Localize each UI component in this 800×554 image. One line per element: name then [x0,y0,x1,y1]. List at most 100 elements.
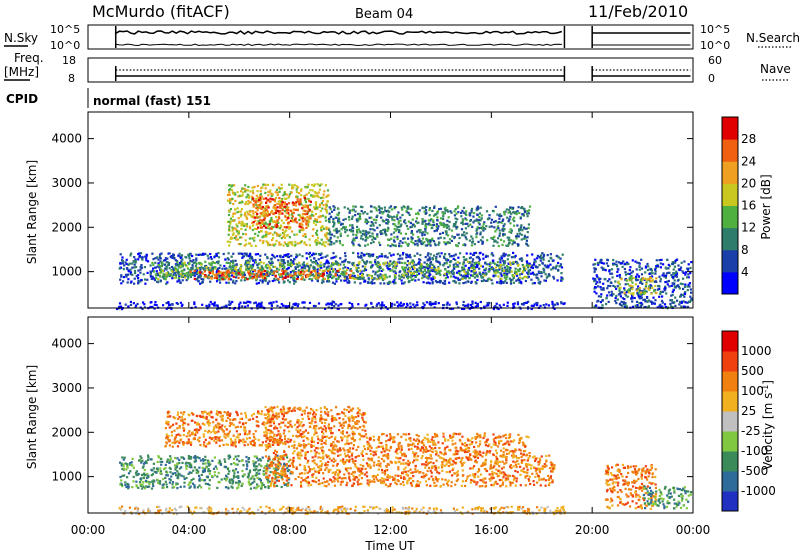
data-cell [264,213,267,216]
data-cell [229,222,232,225]
data-cell [197,261,200,264]
data-cell [325,195,328,198]
data-cell [498,217,501,220]
data-cell [285,203,289,206]
data-cell [427,223,430,226]
data-cell [253,480,256,483]
data-cell [597,263,600,266]
data-cell [307,217,310,220]
data-cell [318,242,322,245]
data-cell [497,237,500,240]
data-cell [275,196,278,200]
data-cell [157,258,160,261]
data-cell [340,302,343,306]
data-cell [219,277,222,280]
data-cell [530,307,533,310]
data-cell [268,213,271,216]
data-cell [296,274,299,277]
data-cell [236,211,239,214]
data-cell [401,213,404,217]
data-cell [246,210,249,213]
data-cell [235,263,238,266]
data-cell [125,275,128,278]
data-cell [308,301,312,304]
data-cell [230,274,234,277]
data-cell [343,273,346,276]
data-cell [505,281,508,284]
data-cell [133,256,136,259]
data-cell [121,260,125,263]
data-cell [400,245,403,248]
data-cell [199,253,202,256]
data-cell [315,259,318,262]
data-cell [636,278,639,281]
data-cell [298,273,301,276]
data-cell [437,280,440,283]
data-cell [316,239,319,242]
data-cell [137,486,140,489]
data-cell [454,281,458,284]
data-cell [351,230,354,233]
data-cell [394,267,397,270]
data-cell [283,226,286,229]
data-cell [637,306,640,309]
data-cell [249,272,252,275]
data-cell [187,271,190,274]
data-cell [472,215,475,218]
data-cell [247,269,250,273]
data-cell [259,239,262,242]
data-cell [656,288,659,291]
data-cell [502,240,506,243]
data-cell [484,227,487,231]
data-cell [447,270,450,273]
data-cell [358,215,361,218]
data-cell [683,295,686,298]
data-cell [378,206,381,210]
data-cell [368,216,371,219]
data-cell [392,266,395,269]
data-cell [557,268,560,272]
data-cell [274,207,277,210]
data-cell [465,232,468,235]
data-cell [406,302,409,305]
data-cell [215,467,219,470]
data-cell [457,211,460,214]
data-cell [231,469,235,472]
data-cell [679,300,682,304]
colorbar-tick-label: 28 [741,132,756,146]
data-cell [455,271,459,274]
data-cell [359,205,363,208]
data-cell [310,213,313,216]
data-cell [469,223,472,226]
data-cell [122,268,125,271]
data-cell [371,305,374,309]
data-cell [124,273,128,276]
data-cell [381,232,384,235]
data-cell [314,190,317,194]
data-cell [327,227,330,230]
data-cell [459,270,462,273]
data-cell [474,266,477,269]
data-cell [509,222,512,225]
data-cell [664,305,667,309]
data-cell [259,205,262,208]
data-cell [407,275,410,278]
data-cell [130,252,133,255]
data-cell [439,269,442,272]
data-cell [670,299,674,302]
data-cell [490,225,493,228]
data-cell [261,281,264,284]
data-cell [251,272,254,275]
data-cell [495,302,498,305]
data-cell [261,267,264,270]
data-cell [488,265,491,268]
data-cell [525,301,528,304]
data-cell [424,223,428,226]
data-cell [355,267,358,270]
data-cell [494,271,498,274]
data-cell [271,193,274,196]
data-cell [407,237,410,240]
data-cell [449,260,452,263]
beam-title: Beam 04 [355,7,413,22]
data-cell [412,233,415,236]
